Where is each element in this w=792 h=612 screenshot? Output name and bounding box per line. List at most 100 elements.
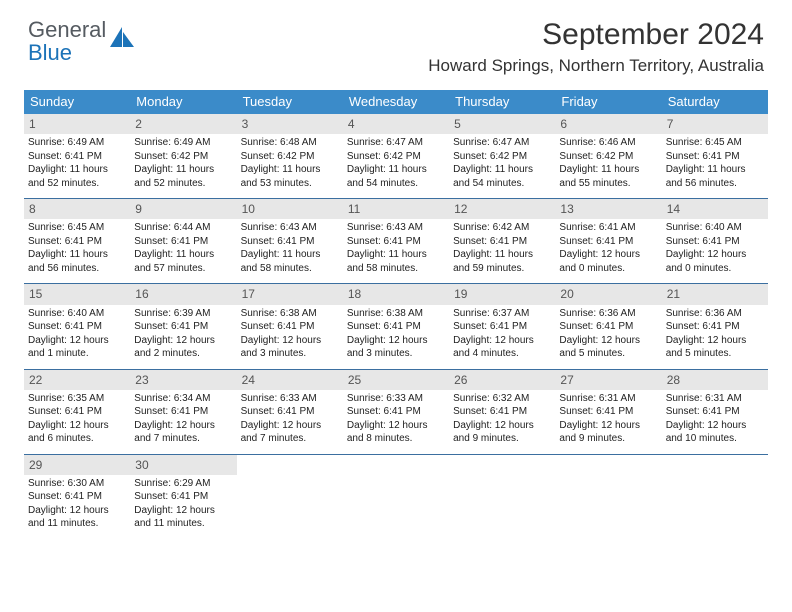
sunrise-text: Sunrise: 6:43 AM: [347, 221, 445, 235]
daylight-text: Daylight: 11 hours and 54 minutes.: [453, 163, 551, 190]
day-content: Sunrise: 6:38 AMSunset: 6:41 PMDaylight:…: [343, 305, 449, 369]
day-content: Sunrise: 6:47 AMSunset: 6:42 PMDaylight:…: [343, 134, 449, 198]
day-content: Sunrise: 6:41 AMSunset: 6:41 PMDaylight:…: [555, 219, 661, 283]
sunrise-text: Sunrise: 6:33 AM: [347, 392, 445, 406]
sunrise-text: Sunrise: 6:29 AM: [134, 477, 232, 491]
day-content: Sunrise: 6:44 AMSunset: 6:41 PMDaylight:…: [130, 219, 236, 283]
day-content: Sunrise: 6:48 AMSunset: 6:42 PMDaylight:…: [237, 134, 343, 198]
sunrise-text: Sunrise: 6:36 AM: [666, 307, 764, 321]
day-cell: 29Sunrise: 6:30 AMSunset: 6:41 PMDayligh…: [24, 455, 130, 539]
brand-sail-icon: [110, 27, 136, 49]
day-content: Sunrise: 6:36 AMSunset: 6:41 PMDaylight:…: [555, 305, 661, 369]
sunrise-text: Sunrise: 6:45 AM: [28, 221, 126, 235]
day-cell: 17Sunrise: 6:38 AMSunset: 6:41 PMDayligh…: [237, 284, 343, 368]
brand-text: General Blue: [28, 18, 106, 64]
day-number: 30: [130, 455, 236, 475]
day-content: Sunrise: 6:33 AMSunset: 6:41 PMDaylight:…: [343, 390, 449, 454]
daylight-text: Daylight: 12 hours and 11 minutes.: [134, 504, 232, 531]
sunset-text: Sunset: 6:41 PM: [666, 320, 764, 334]
day-cell: 28Sunrise: 6:31 AMSunset: 6:41 PMDayligh…: [662, 370, 768, 454]
day-number: 16: [130, 284, 236, 304]
sunset-text: Sunset: 6:42 PM: [347, 150, 445, 164]
day-cell: 22Sunrise: 6:35 AMSunset: 6:41 PMDayligh…: [24, 370, 130, 454]
day-cell: 5Sunrise: 6:47 AMSunset: 6:42 PMDaylight…: [449, 114, 555, 198]
sunset-text: Sunset: 6:41 PM: [241, 405, 339, 419]
day-cell: 23Sunrise: 6:34 AMSunset: 6:41 PMDayligh…: [130, 370, 236, 454]
sunset-text: Sunset: 6:41 PM: [134, 320, 232, 334]
sunrise-text: Sunrise: 6:34 AM: [134, 392, 232, 406]
sunrise-text: Sunrise: 6:49 AM: [28, 136, 126, 150]
day-content: Sunrise: 6:38 AMSunset: 6:41 PMDaylight:…: [237, 305, 343, 369]
sunrise-text: Sunrise: 6:42 AM: [453, 221, 551, 235]
daylight-text: Daylight: 12 hours and 0 minutes.: [559, 248, 657, 275]
day-header: Monday: [130, 90, 236, 114]
day-cell: 9Sunrise: 6:44 AMSunset: 6:41 PMDaylight…: [130, 199, 236, 283]
daylight-text: Daylight: 12 hours and 6 minutes.: [28, 419, 126, 446]
calendar: SundayMondayTuesdayWednesdayThursdayFrid…: [24, 90, 768, 539]
daylight-text: Daylight: 12 hours and 11 minutes.: [28, 504, 126, 531]
day-cell: 16Sunrise: 6:39 AMSunset: 6:41 PMDayligh…: [130, 284, 236, 368]
sunrise-text: Sunrise: 6:38 AM: [347, 307, 445, 321]
sunset-text: Sunset: 6:41 PM: [559, 235, 657, 249]
day-content: Sunrise: 6:33 AMSunset: 6:41 PMDaylight:…: [237, 390, 343, 454]
day-cell: 3Sunrise: 6:48 AMSunset: 6:42 PMDaylight…: [237, 114, 343, 198]
calendar-week: 8Sunrise: 6:45 AMSunset: 6:41 PMDaylight…: [24, 198, 768, 283]
day-number: 27: [555, 370, 661, 390]
sunset-text: Sunset: 6:41 PM: [453, 235, 551, 249]
daylight-text: Daylight: 11 hours and 59 minutes.: [453, 248, 551, 275]
day-number: 20: [555, 284, 661, 304]
sunrise-text: Sunrise: 6:37 AM: [453, 307, 551, 321]
day-cell: 19Sunrise: 6:37 AMSunset: 6:41 PMDayligh…: [449, 284, 555, 368]
day-number: 26: [449, 370, 555, 390]
sunrise-text: Sunrise: 6:40 AM: [28, 307, 126, 321]
sunrise-text: Sunrise: 6:47 AM: [347, 136, 445, 150]
day-number: 14: [662, 199, 768, 219]
sunrise-text: Sunrise: 6:40 AM: [666, 221, 764, 235]
sunrise-text: Sunrise: 6:39 AM: [134, 307, 232, 321]
sunrise-text: Sunrise: 6:33 AM: [241, 392, 339, 406]
day-number: 21: [662, 284, 768, 304]
daylight-text: Daylight: 11 hours and 53 minutes.: [241, 163, 339, 190]
day-content: Sunrise: 6:31 AMSunset: 6:41 PMDaylight:…: [555, 390, 661, 454]
day-cell: 8Sunrise: 6:45 AMSunset: 6:41 PMDaylight…: [24, 199, 130, 283]
sunset-text: Sunset: 6:41 PM: [559, 405, 657, 419]
day-number: 22: [24, 370, 130, 390]
day-content: Sunrise: 6:36 AMSunset: 6:41 PMDaylight:…: [662, 305, 768, 369]
calendar-body: 1Sunrise: 6:49 AMSunset: 6:41 PMDaylight…: [24, 114, 768, 539]
day-cell: [237, 455, 343, 539]
day-content: Sunrise: 6:32 AMSunset: 6:41 PMDaylight:…: [449, 390, 555, 454]
day-header: Friday: [555, 90, 661, 114]
sunset-text: Sunset: 6:41 PM: [666, 235, 764, 249]
day-cell: 30Sunrise: 6:29 AMSunset: 6:41 PMDayligh…: [130, 455, 236, 539]
day-number: 23: [130, 370, 236, 390]
daylight-text: Daylight: 12 hours and 7 minutes.: [241, 419, 339, 446]
sunset-text: Sunset: 6:41 PM: [453, 320, 551, 334]
sunrise-text: Sunrise: 6:36 AM: [559, 307, 657, 321]
day-number: 6: [555, 114, 661, 134]
sunset-text: Sunset: 6:42 PM: [134, 150, 232, 164]
sunrise-text: Sunrise: 6:48 AM: [241, 136, 339, 150]
day-content: Sunrise: 6:47 AMSunset: 6:42 PMDaylight:…: [449, 134, 555, 198]
sunrise-text: Sunrise: 6:30 AM: [28, 477, 126, 491]
sunset-text: Sunset: 6:41 PM: [28, 405, 126, 419]
day-content: Sunrise: 6:45 AMSunset: 6:41 PMDaylight:…: [24, 219, 130, 283]
day-header: Tuesday: [237, 90, 343, 114]
calendar-week: 1Sunrise: 6:49 AMSunset: 6:41 PMDaylight…: [24, 114, 768, 198]
daylight-text: Daylight: 12 hours and 1 minute.: [28, 334, 126, 361]
day-number: 25: [343, 370, 449, 390]
day-cell: 14Sunrise: 6:40 AMSunset: 6:41 PMDayligh…: [662, 199, 768, 283]
month-title: September 2024: [428, 18, 764, 52]
sunset-text: Sunset: 6:41 PM: [241, 320, 339, 334]
day-cell: 4Sunrise: 6:47 AMSunset: 6:42 PMDaylight…: [343, 114, 449, 198]
daylight-text: Daylight: 11 hours and 58 minutes.: [347, 248, 445, 275]
calendar-week: 15Sunrise: 6:40 AMSunset: 6:41 PMDayligh…: [24, 283, 768, 368]
day-number: 3: [237, 114, 343, 134]
sunset-text: Sunset: 6:41 PM: [134, 405, 232, 419]
calendar-week: 22Sunrise: 6:35 AMSunset: 6:41 PMDayligh…: [24, 369, 768, 454]
day-cell: [662, 455, 768, 539]
sunrise-text: Sunrise: 6:31 AM: [666, 392, 764, 406]
day-number: 12: [449, 199, 555, 219]
day-cell: 1Sunrise: 6:49 AMSunset: 6:41 PMDaylight…: [24, 114, 130, 198]
daylight-text: Daylight: 12 hours and 5 minutes.: [666, 334, 764, 361]
day-cell: 20Sunrise: 6:36 AMSunset: 6:41 PMDayligh…: [555, 284, 661, 368]
